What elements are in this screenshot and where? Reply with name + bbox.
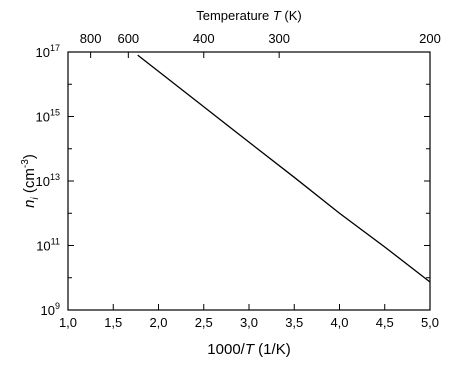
y-tick-label: 1013 xyxy=(36,172,60,189)
y-tick-label: 1017 xyxy=(36,43,60,60)
y-tick-base: 10 xyxy=(36,239,50,254)
x2-tick-label: 400 xyxy=(193,31,215,46)
x-tick-label: 4,0 xyxy=(330,315,348,330)
x-tick-label: 2,5 xyxy=(195,315,213,330)
y-tick-exponent: 15 xyxy=(50,108,60,118)
x2-tick-label: 800 xyxy=(80,31,102,46)
y-tick-exponent: 13 xyxy=(50,172,60,182)
x2-tick-label: 600 xyxy=(117,31,139,46)
y-tick-label: 109 xyxy=(41,301,60,318)
top-axis-title: Temperature T (K) xyxy=(196,8,302,23)
y-tick-base: 10 xyxy=(36,110,50,125)
y-label-part: i xyxy=(30,196,41,199)
y-axis-title: ni (cm-3) xyxy=(20,154,41,208)
x-label-part: 1000/ xyxy=(207,341,245,358)
x-tick-label: 5,0 xyxy=(421,315,439,330)
y-label-part: -3 xyxy=(20,159,31,168)
x-axis-title: 1000/T (1/K) xyxy=(207,341,290,358)
y-label-part: n xyxy=(21,199,38,207)
x-label-part: (1/K) xyxy=(254,341,291,358)
y-label-part: ) xyxy=(21,154,38,159)
x-label-part: T xyxy=(245,341,256,358)
x-tick-label: 1,5 xyxy=(104,315,122,330)
title-part: T xyxy=(273,8,282,23)
y-tick-exponent: 9 xyxy=(55,301,60,311)
x-tick-label: 3,5 xyxy=(285,315,303,330)
title-part: (K) xyxy=(281,8,302,23)
title-part: Temperature xyxy=(196,8,273,23)
y-tick-label: 1011 xyxy=(36,237,60,254)
y-tick-base: 10 xyxy=(36,45,50,60)
x-tick-label: 1,0 xyxy=(59,315,77,330)
data-line xyxy=(137,54,431,283)
y-tick-base: 10 xyxy=(41,303,55,318)
plot-frame xyxy=(67,51,431,311)
x-tick-label: 3,0 xyxy=(240,315,258,330)
y-tick-exponent: 11 xyxy=(51,237,60,247)
y-tick-exponent: 17 xyxy=(50,43,60,53)
x2-tick-label: 300 xyxy=(268,31,290,46)
y-tick-label: 1015 xyxy=(36,108,60,125)
x2-tick-label: 200 xyxy=(419,31,441,46)
y-label-part: (cm xyxy=(21,168,38,197)
x-tick-label: 4,5 xyxy=(376,315,394,330)
y-tick-base: 10 xyxy=(36,174,50,189)
x-tick-label: 2,0 xyxy=(149,315,167,330)
